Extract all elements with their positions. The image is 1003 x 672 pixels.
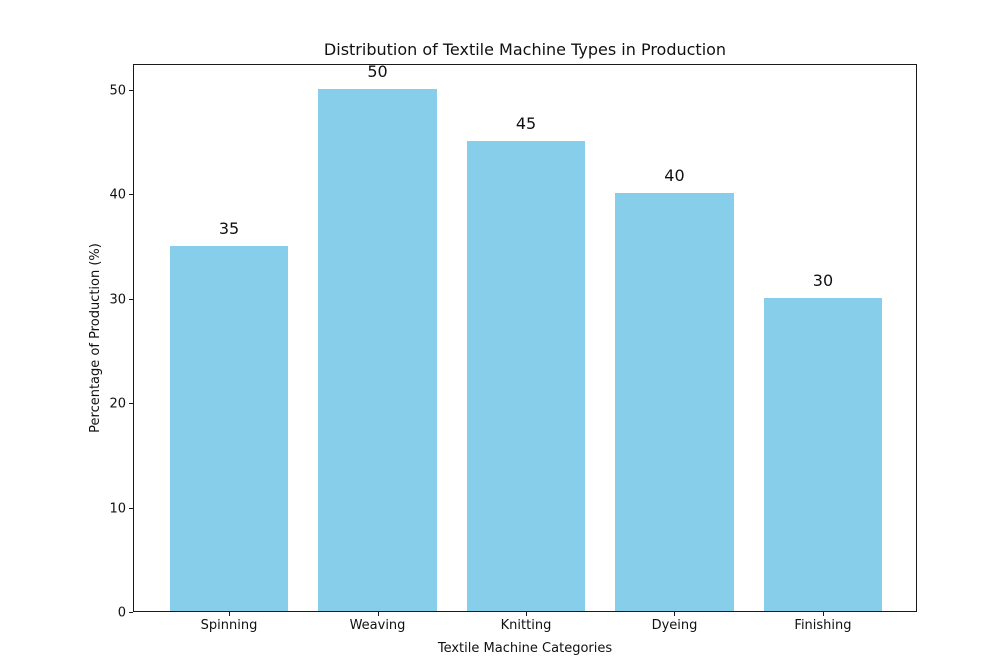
x-tick-mark <box>377 612 379 616</box>
y-tick-mark <box>129 90 133 92</box>
bar-spinning <box>169 245 289 611</box>
y-tick-label: 0 <box>117 605 126 621</box>
x-tick-label-dyeing: Dyeing <box>651 618 698 633</box>
bar-weaving <box>318 89 437 611</box>
plot-area: 0 10 20 30 40 50 35 Spinning 50 Weaving 45 Knitting… <box>109 62 917 633</box>
x-tick-mark <box>674 612 676 616</box>
x-tick-mark <box>526 612 527 616</box>
y-tick-mark <box>129 612 133 613</box>
bar-value-label: 45 <box>515 114 537 134</box>
bar-value-label: 35 <box>218 218 240 238</box>
bar-value-label: 50 <box>367 62 388 82</box>
x-axis-label: Textile Machine Categories <box>437 641 613 656</box>
x-tick-mark <box>229 612 231 616</box>
y-tick-label: 50 <box>109 83 126 99</box>
y-tick-mark <box>129 507 133 509</box>
bar-knitting <box>466 141 586 611</box>
y-tick-mark <box>129 403 133 405</box>
bar-value-label: 40 <box>664 166 685 186</box>
y-tick-label: 40 <box>109 187 126 203</box>
x-tick-label-weaving: Weaving <box>349 618 406 633</box>
y-tick-label: 20 <box>109 396 126 412</box>
y-tick-label: 10 <box>109 501 126 517</box>
y-tick-mark <box>129 194 133 196</box>
bar-dyeing <box>615 193 734 611</box>
x-tick-label-knitting: Knitting <box>500 618 552 633</box>
y-axis-label: Percentage of Production (%) <box>88 243 104 433</box>
y-tick-label: 30 <box>109 292 126 308</box>
x-tick-label-finishing: Finishing <box>794 618 852 633</box>
y-tick-mark <box>129 298 133 300</box>
x-tick-label-spinning: Spinning <box>200 618 258 633</box>
x-tick-mark <box>822 612 824 616</box>
bar-finishing <box>763 297 883 611</box>
bar-value-label: 30 <box>812 270 834 290</box>
chart-title: Distribution of Textile Machine Types in… <box>323 40 727 59</box>
